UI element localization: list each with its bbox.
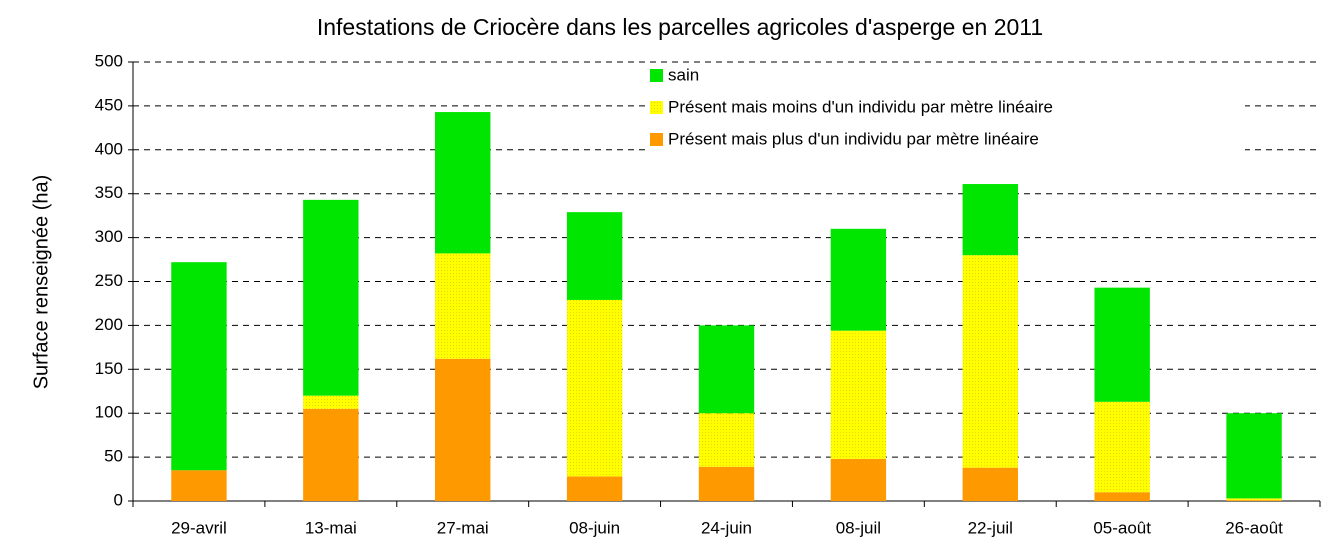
bar-segment xyxy=(830,228,887,331)
bar-segment xyxy=(566,212,623,300)
y-tick-label: 350 xyxy=(95,183,123,202)
y-tick-label: 300 xyxy=(95,227,123,246)
bar-segment xyxy=(1094,401,1150,493)
y-tick-label: 100 xyxy=(95,403,123,422)
x-tick-label: 08-juin xyxy=(569,518,620,537)
x-tick-label: 22-juil xyxy=(968,518,1013,537)
y-tick-label: 50 xyxy=(104,447,123,466)
bar-segment xyxy=(698,466,755,501)
legend-label: sain xyxy=(668,65,699,84)
bar-segment xyxy=(303,395,359,409)
bar-segment xyxy=(566,476,623,501)
bar-segment xyxy=(830,458,887,501)
bar-segment xyxy=(962,255,1018,468)
legend-box xyxy=(645,64,1245,159)
bar-segment xyxy=(303,199,359,396)
y-tick-label: 400 xyxy=(95,139,123,158)
legend-swatch xyxy=(650,133,663,146)
x-tick-label: 29-avril xyxy=(171,518,227,537)
bar-segment xyxy=(303,408,359,501)
bar-segment xyxy=(435,112,491,254)
x-tick-label: 08-juil xyxy=(836,518,881,537)
bar-segment xyxy=(962,184,1018,256)
x-tick-label: 27-mai xyxy=(437,518,489,537)
x-tick-label: 24-juin xyxy=(701,518,752,537)
bar-segment xyxy=(1094,287,1150,402)
chart-title: Infestations de Criocère dans les parcel… xyxy=(317,14,1043,40)
legend-label: Présent mais plus d'un individu par mètr… xyxy=(668,129,1039,148)
y-tick-label: 450 xyxy=(95,95,123,114)
bar-segment xyxy=(962,467,1018,501)
bar-segment xyxy=(566,299,623,477)
y-tick-label: 0 xyxy=(114,490,123,509)
y-tick-label: 200 xyxy=(95,315,123,334)
bar-segment xyxy=(698,325,755,414)
y-axis-label: Surface renseignée (ha) xyxy=(30,175,52,390)
bar-segment xyxy=(1226,498,1282,501)
bar-segment xyxy=(698,413,755,467)
y-tick-label: 150 xyxy=(95,359,123,378)
y-tick-label: 500 xyxy=(95,51,123,70)
bar-segment xyxy=(171,470,227,501)
bar-segment xyxy=(435,358,491,501)
bar-segment xyxy=(171,262,227,471)
bar-segment xyxy=(1226,500,1282,501)
bar-segment xyxy=(830,330,887,459)
legend-swatch xyxy=(650,69,663,82)
x-tick-label: 13-mai xyxy=(305,518,357,537)
legend-swatch xyxy=(650,101,663,114)
y-tick-label: 250 xyxy=(95,271,123,290)
x-tick-label: 26-août xyxy=(1225,518,1283,537)
bar-segment xyxy=(435,253,491,359)
legend-label: Présent mais moins d'un individu par mèt… xyxy=(668,97,1053,116)
bar-segment xyxy=(1094,492,1150,501)
x-tick-label: 05-août xyxy=(1093,518,1151,537)
bar-segment xyxy=(1226,413,1282,499)
